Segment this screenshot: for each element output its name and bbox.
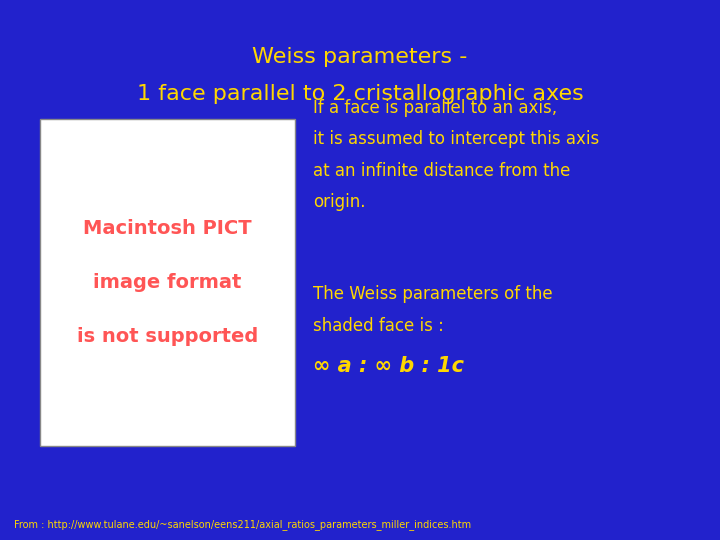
Text: origin.: origin.: [313, 193, 366, 211]
FancyBboxPatch shape: [40, 119, 295, 446]
Text: image format: image format: [93, 273, 242, 292]
Text: If a face is parallel to an axis,: If a face is parallel to an axis,: [313, 99, 557, 117]
Text: 1 face parallel to 2 cristallographic axes: 1 face parallel to 2 cristallographic ax…: [137, 84, 583, 105]
Text: Macintosh PICT: Macintosh PICT: [83, 219, 252, 238]
Text: The Weiss parameters of the: The Weiss parameters of the: [313, 285, 553, 303]
Text: Weiss parameters -: Weiss parameters -: [252, 46, 468, 67]
Text: at an infinite distance from the: at an infinite distance from the: [313, 161, 570, 180]
Text: is not supported: is not supported: [77, 327, 258, 346]
Text: it is assumed to intercept this axis: it is assumed to intercept this axis: [313, 130, 600, 148]
Text: From : http://www.tulane.edu/~sanelson/eens211/axial_ratios_parameters_miller_in: From : http://www.tulane.edu/~sanelson/e…: [14, 519, 472, 530]
Text: shaded face is :: shaded face is :: [313, 316, 444, 335]
Text: ∞ a : ∞ b : 1c: ∞ a : ∞ b : 1c: [313, 356, 464, 376]
